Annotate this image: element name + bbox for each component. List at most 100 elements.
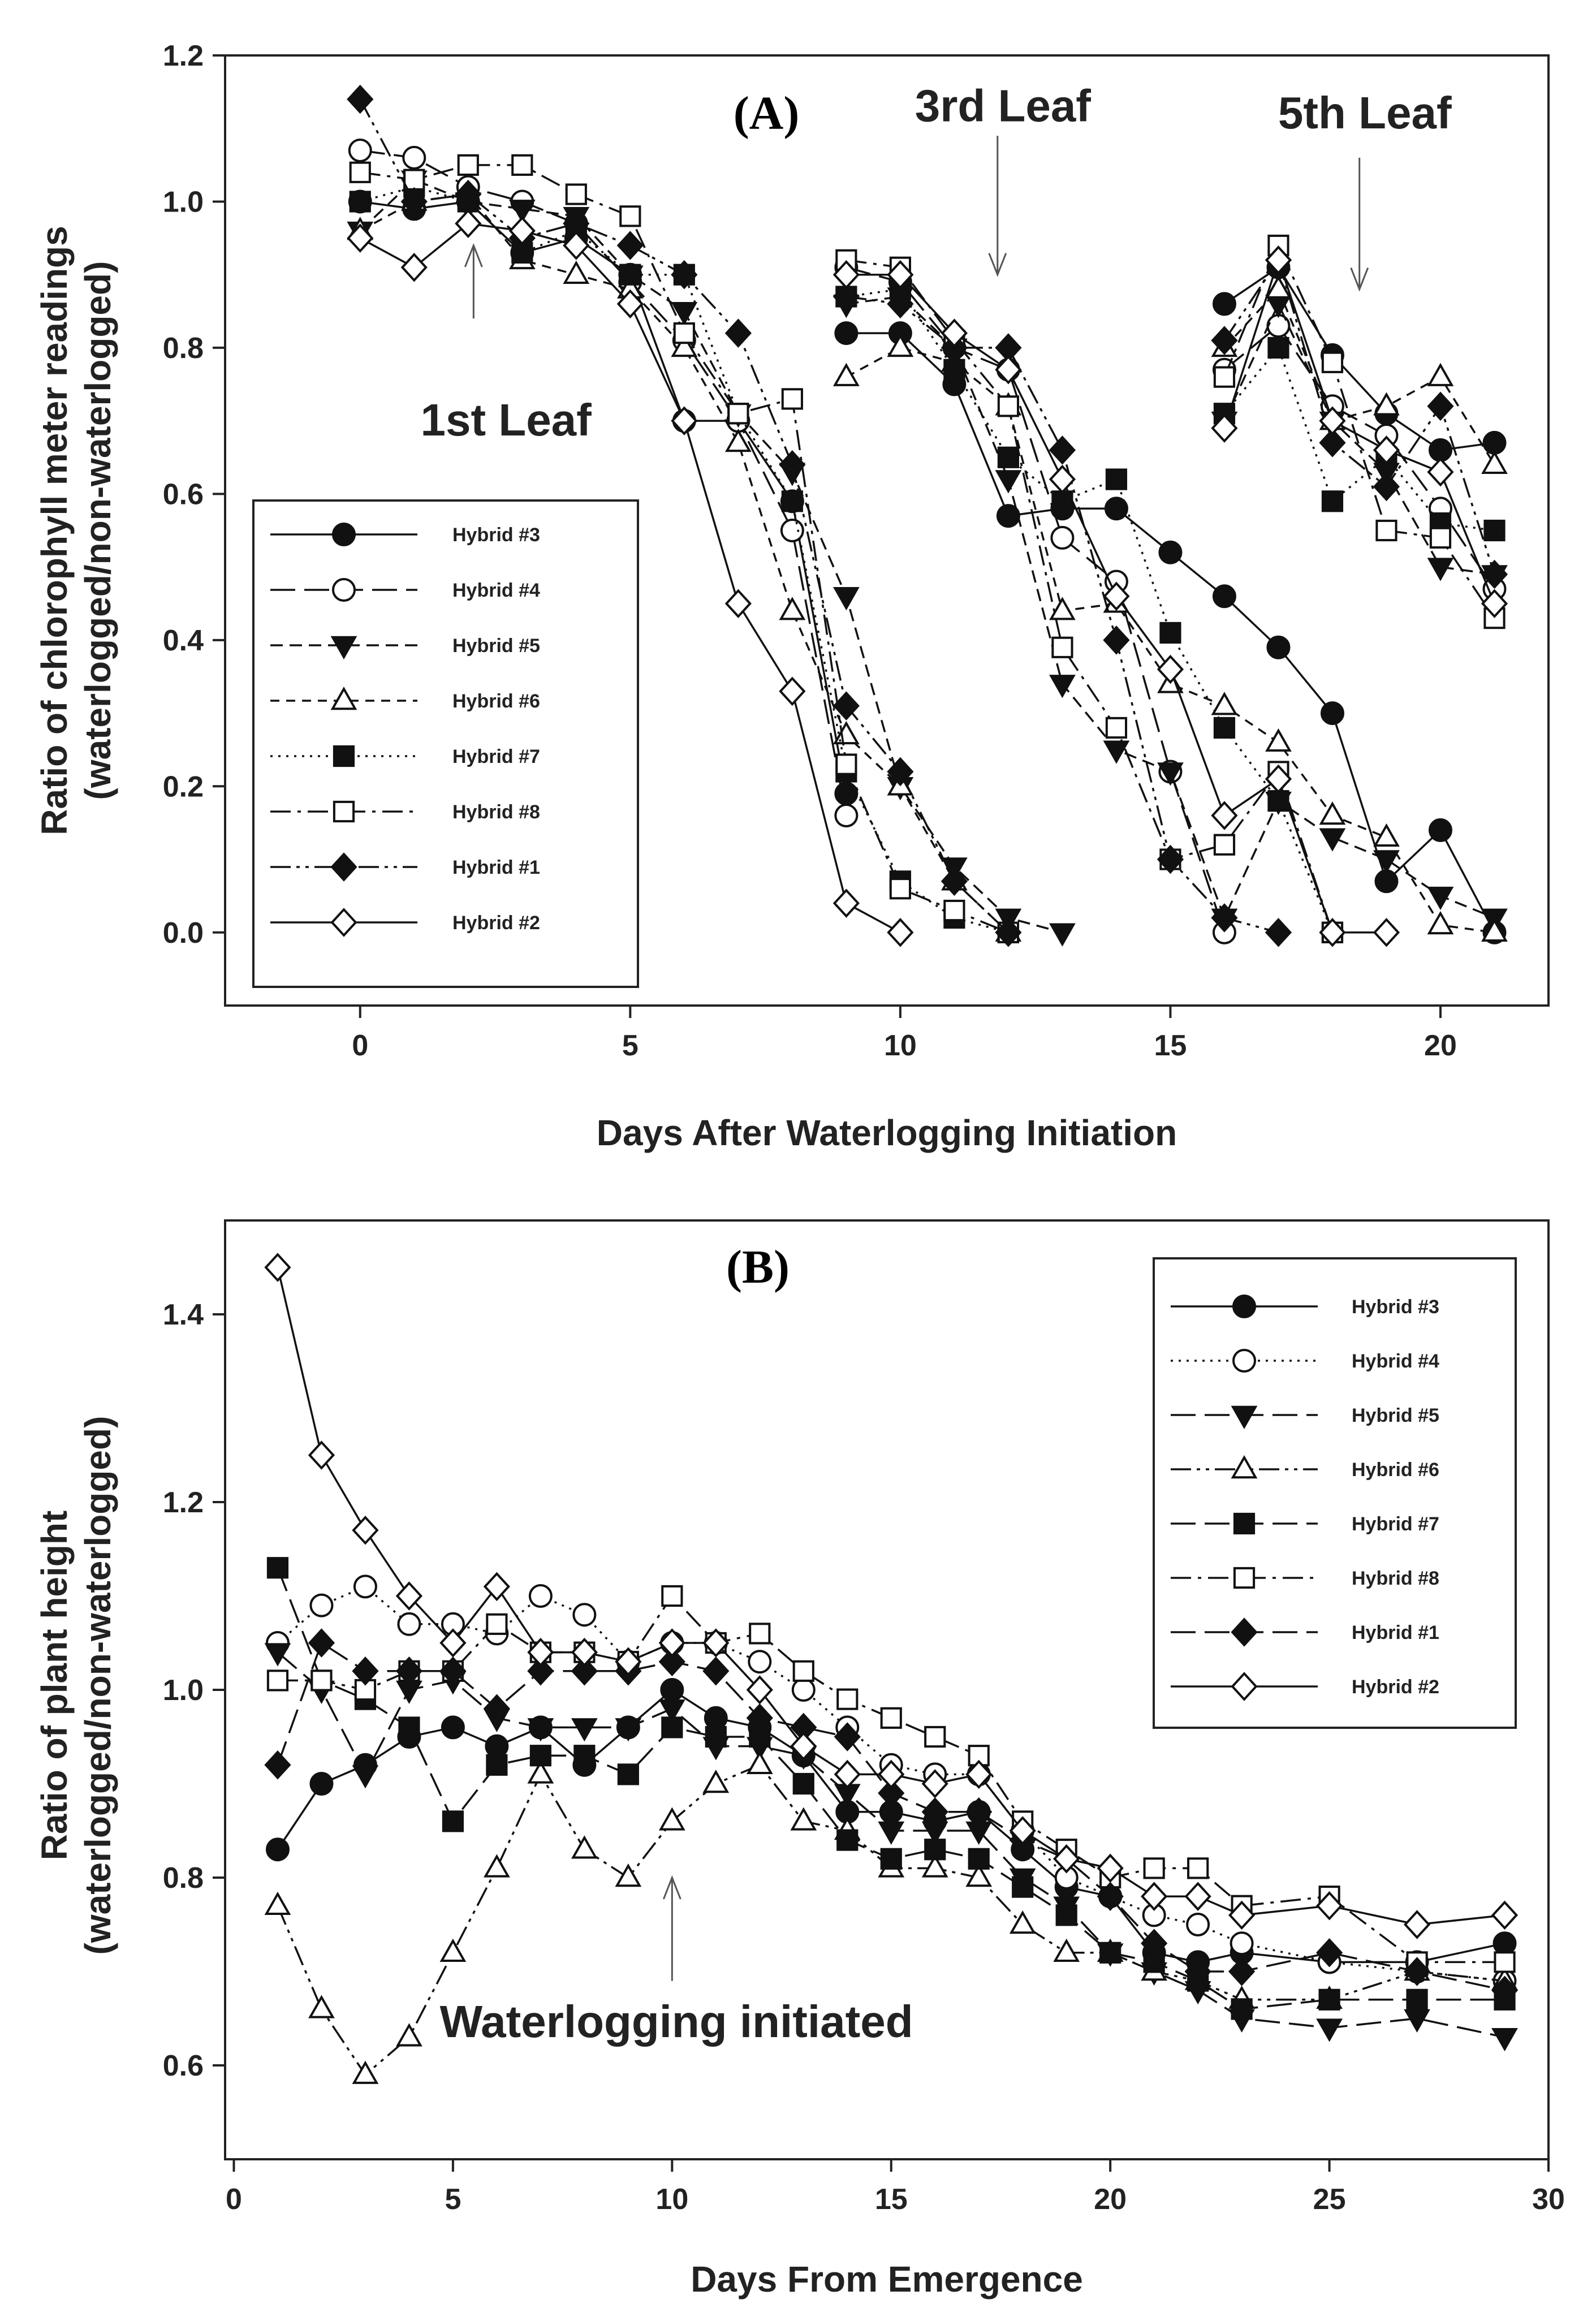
panel-b-data-point bbox=[1187, 1857, 1209, 1879]
panel-a-legend-box bbox=[252, 499, 639, 988]
panel-a-data-point bbox=[1373, 435, 1400, 465]
panel-b-data-point bbox=[615, 1718, 642, 1742]
panel-b-data-point bbox=[527, 1718, 554, 1742]
panel-a-data-point bbox=[1373, 472, 1400, 502]
panel-a-y-tick-label: 0.6 bbox=[163, 478, 204, 511]
panel-b-data-point bbox=[352, 1765, 379, 1789]
panel-a-data-point bbox=[455, 209, 482, 238]
panel-b-data-point bbox=[484, 1854, 510, 1878]
panel-b-data-point bbox=[965, 1759, 993, 1789]
panel-b-legend-marker bbox=[1231, 1455, 1258, 1479]
panel-b-data-point bbox=[352, 1656, 379, 1686]
panel-b-data-point bbox=[749, 1623, 771, 1645]
panel-a-legend-label: Hybrid #3 bbox=[452, 524, 540, 546]
panel-b-data-point bbox=[571, 1718, 598, 1742]
panel-a-data-point bbox=[1213, 366, 1236, 388]
panel-a-data-point bbox=[1211, 692, 1238, 715]
panel-a-legend-marker bbox=[333, 745, 355, 767]
panel-a: 0 5 10 15 20 0.0 0.2 0.4 0.6 0.8 1.0 1.2 1st Leaf 3r… bbox=[34, 40, 1550, 1153]
panel-b-ticks: 0 5 10 15 20 25 30 0.6 0.8 1.0 1.2 1.4 bbox=[163, 1298, 1565, 2216]
panel-b-data-point bbox=[836, 1829, 859, 1851]
panel-a-y-tick-label: 0.4 bbox=[163, 624, 204, 657]
panel-a-data-point bbox=[1159, 622, 1181, 644]
panel-a-data-point bbox=[1211, 413, 1238, 443]
panel-a-data-point bbox=[1481, 450, 1508, 474]
panel-a-data-point bbox=[457, 154, 479, 176]
panel-a-legend-marker bbox=[330, 852, 357, 882]
panel-a-data-point bbox=[832, 282, 860, 312]
panel-a-series-line bbox=[360, 200, 848, 794]
panel-a-data-point bbox=[1427, 391, 1454, 421]
panel-a-data-point bbox=[671, 333, 698, 357]
panel-a-series-line bbox=[1223, 257, 1496, 575]
panel-a-legend-marker bbox=[332, 578, 356, 602]
panel-b-data-point bbox=[658, 1807, 685, 1831]
panel-b-data-point bbox=[1228, 1957, 1256, 1986]
panel-b-series-hybrid-7 bbox=[266, 1557, 1516, 2020]
panel-a-legend-label: Hybrid #5 bbox=[452, 635, 540, 657]
panel-b-data-point bbox=[1141, 1882, 1168, 1911]
panel-a-data-point bbox=[781, 490, 803, 512]
panel-b-data-point bbox=[309, 1593, 334, 1617]
panel-b-data-point bbox=[1097, 1853, 1124, 1883]
panel-b-data-point bbox=[527, 1656, 554, 1686]
panel-b-data-point bbox=[264, 1891, 291, 1916]
panel-b-data-point bbox=[615, 1863, 642, 1887]
panel-a-data-point bbox=[1321, 351, 1344, 373]
panel-b-series-hybrid-1 bbox=[264, 1628, 1519, 2005]
panel-b-data-point bbox=[878, 1759, 905, 1789]
panel-a-data-point bbox=[1265, 728, 1292, 752]
panel-b-data-point bbox=[921, 1854, 948, 1878]
panel-b-data-point bbox=[264, 1643, 291, 1667]
panel-a-data-point bbox=[1213, 717, 1236, 739]
panel-b-data-point bbox=[1403, 1910, 1431, 1939]
panel-b-data-point bbox=[266, 1669, 289, 1692]
panel-a-data-point bbox=[1427, 558, 1454, 581]
panel-a-data-point bbox=[1427, 886, 1454, 911]
panel-b-data-point bbox=[746, 1703, 773, 1733]
panel-a-data-point bbox=[887, 918, 914, 947]
panel-a-annotation-arrowhead bbox=[988, 253, 1007, 277]
panel-a-data-point bbox=[671, 406, 698, 435]
panel-a-label: (A) bbox=[734, 87, 800, 140]
panel-b-x-tick-label: 5 bbox=[445, 2183, 461, 2216]
panel-b-x-tick-label: 15 bbox=[875, 2183, 908, 2216]
panel-b-data-point bbox=[1493, 1931, 1517, 1956]
panel-b-data-point bbox=[1403, 1957, 1431, 1986]
panel-b-data-point bbox=[1186, 1913, 1210, 1936]
panel-b-data-point bbox=[352, 1516, 379, 1545]
panel-a-data-point bbox=[1157, 762, 1184, 786]
panel-a-data-point bbox=[724, 428, 752, 452]
panel-a-data-point bbox=[724, 589, 752, 618]
panel-b-data-point bbox=[702, 1628, 730, 1658]
panel-a-data-point bbox=[671, 260, 698, 290]
panel-b-data-point bbox=[439, 1656, 467, 1686]
panel-b-data-point bbox=[748, 1650, 772, 1674]
panel-b-data-point bbox=[658, 1699, 685, 1723]
panel-b-legend-marker bbox=[1231, 1405, 1258, 1429]
panel-b-data-point bbox=[1231, 1998, 1253, 2020]
panel-a-data-point bbox=[402, 145, 426, 170]
panel-a-data-point bbox=[724, 318, 752, 348]
panel-a-data-point bbox=[887, 757, 914, 787]
panel-b-y-tick-label: 1.4 bbox=[163, 1298, 204, 1331]
panel-a-data-point bbox=[941, 866, 968, 896]
panel-a-data-point bbox=[619, 264, 641, 286]
panel-a-legend-marker bbox=[330, 908, 357, 937]
panel-b-data-point bbox=[442, 1810, 464, 1832]
panel-a-data-point bbox=[1481, 918, 1508, 942]
panel-a-y-tick-label: 1.0 bbox=[163, 185, 204, 218]
panel-a-data-point bbox=[832, 363, 860, 386]
panel-b-legend-label: Hybrid #6 bbox=[1352, 1459, 1439, 1481]
panel-b-data-point bbox=[310, 1669, 333, 1692]
panel-a-legend-marker bbox=[330, 687, 357, 710]
panel-b-data-point bbox=[308, 1440, 335, 1470]
panel-a-data-point bbox=[1105, 468, 1128, 490]
panel-b-data-point bbox=[661, 1585, 683, 1607]
panel-b-data-point bbox=[921, 1797, 948, 1827]
panel-a-data-point bbox=[996, 504, 1020, 528]
panel-b-data-point bbox=[308, 1995, 335, 2018]
panel-a-data-point bbox=[1427, 457, 1454, 487]
panel-b-data-point bbox=[965, 1797, 993, 1827]
panel-b-legend-marker bbox=[1233, 1567, 1256, 1589]
